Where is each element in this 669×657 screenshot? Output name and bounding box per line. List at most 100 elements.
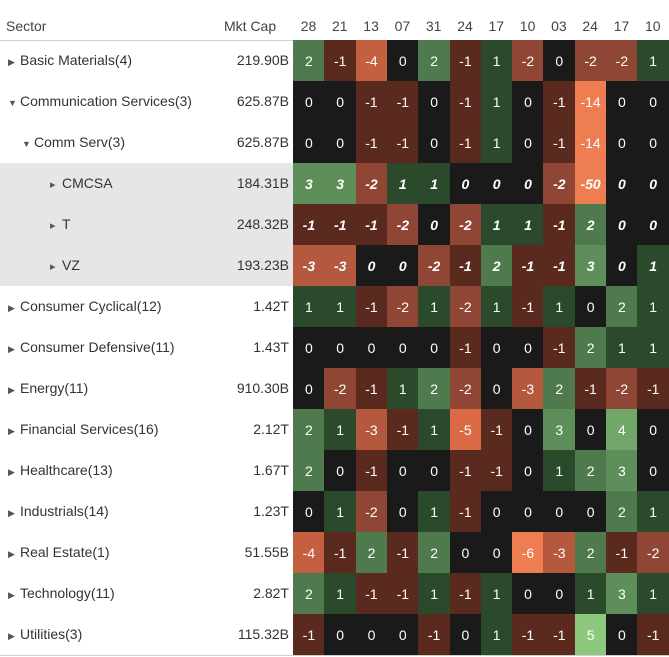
heatmap-cell[interactable]: 2 xyxy=(606,491,638,532)
heatmap-cell[interactable]: 1 xyxy=(418,409,450,450)
heatmap-cell[interactable]: -1 xyxy=(386,573,419,614)
heatmap-cell[interactable]: -2 xyxy=(449,368,482,409)
collapsed-caret-icon[interactable] xyxy=(8,631,20,642)
heatmap-cell[interactable]: 0 xyxy=(543,40,576,81)
heatmap-cell[interactable]: 0 xyxy=(512,122,544,163)
heatmap-cell[interactable]: -1 xyxy=(637,368,669,409)
heatmap-cell[interactable]: 0 xyxy=(480,327,513,368)
collapsed-caret-icon[interactable] xyxy=(50,178,62,191)
heatmap-cell[interactable]: 0 xyxy=(543,573,576,614)
heatmap-cell[interactable]: 1 xyxy=(418,573,450,614)
heatmap-cell[interactable]: 0 xyxy=(386,614,419,655)
heatmap-cell[interactable]: -1 xyxy=(574,368,607,409)
heatmap-cell[interactable]: -3 xyxy=(512,368,544,409)
heatmap-cell[interactable]: 0 xyxy=(449,614,482,655)
heatmap-cell[interactable]: -6 xyxy=(512,532,544,573)
expanded-caret-icon[interactable] xyxy=(8,98,20,109)
date-column-header[interactable]: 24 xyxy=(457,18,473,34)
sector-row[interactable]: Consumer Cyclical(12)1.42T11-1-21-21-110… xyxy=(0,286,669,327)
date-column-header[interactable]: 28 xyxy=(300,18,317,34)
heatmap-cell[interactable]: -1 xyxy=(637,614,669,655)
heatmap-cell[interactable]: 3 xyxy=(543,409,576,450)
heatmap-cell[interactable]: 0 xyxy=(512,409,544,450)
heatmap-cell[interactable]: 0 xyxy=(574,286,607,327)
heatmap-cell[interactable]: 3 xyxy=(324,163,357,204)
heatmap-cell[interactable]: -3 xyxy=(543,532,576,573)
heatmap-cell[interactable]: -1 xyxy=(386,532,419,573)
heatmap-cell[interactable]: 0 xyxy=(386,450,419,491)
heatmap-cell[interactable]: 0 xyxy=(418,327,450,368)
heatmap-cell[interactable]: -1 xyxy=(449,491,482,532)
heatmap-cell[interactable]: 0 xyxy=(293,122,325,163)
heatmap-cell[interactable]: -1 xyxy=(543,122,576,163)
heatmap-cell[interactable]: -3 xyxy=(355,409,388,450)
heatmap-cell[interactable]: -1 xyxy=(293,204,325,245)
heatmap-cell[interactable]: -3 xyxy=(293,245,325,286)
heatmap-cell[interactable]: 1 xyxy=(637,491,669,532)
heatmap-cell[interactable]: 0 xyxy=(355,327,388,368)
heatmap-cell[interactable]: 0 xyxy=(418,204,450,245)
date-column-header[interactable]: 24 xyxy=(582,18,598,34)
heatmap-cell[interactable]: 3 xyxy=(606,573,638,614)
heatmap-cell[interactable]: 0 xyxy=(512,573,544,614)
heatmap-cell[interactable]: -2 xyxy=(386,286,419,327)
heatmap-cell[interactable]: 0 xyxy=(512,81,544,122)
heatmap-cell[interactable]: -1 xyxy=(293,614,325,655)
heatmap-cell[interactable]: 2 xyxy=(418,368,450,409)
heatmap-cell[interactable]: 0 xyxy=(606,245,638,286)
heatmap-cell[interactable]: -2 xyxy=(449,286,482,327)
heatmap-cell[interactable]: -2 xyxy=(418,245,450,286)
heatmap-cell[interactable]: 0 xyxy=(574,491,607,532)
heatmap-cell[interactable]: 1 xyxy=(480,122,513,163)
collapsed-caret-icon[interactable] xyxy=(8,467,20,478)
heatmap-cell[interactable]: 0 xyxy=(449,532,482,573)
heatmap-cell[interactable]: 0 xyxy=(606,163,638,204)
collapsed-caret-icon[interactable] xyxy=(50,260,62,273)
market-cap-column-header[interactable]: Mkt Cap xyxy=(224,18,277,34)
heatmap-cell[interactable]: -1 xyxy=(449,327,482,368)
heatmap-cell[interactable]: -4 xyxy=(355,40,388,81)
heatmap-cell[interactable]: 2 xyxy=(293,450,325,491)
heatmap-cell[interactable]: -1 xyxy=(543,204,576,245)
heatmap-cell[interactable]: 0 xyxy=(637,204,669,245)
heatmap-cell[interactable]: -1 xyxy=(355,122,388,163)
heatmap-cell[interactable]: -2 xyxy=(606,40,638,81)
heatmap-cell[interactable]: 1 xyxy=(386,368,419,409)
heatmap-cell[interactable]: 1 xyxy=(574,573,607,614)
heatmap-cell[interactable]: 1 xyxy=(637,286,669,327)
heatmap-cell[interactable]: 1 xyxy=(480,81,513,122)
heatmap-cell[interactable]: 1 xyxy=(324,573,357,614)
heatmap-cell[interactable]: 1 xyxy=(606,327,638,368)
heatmap-cell[interactable]: 1 xyxy=(637,327,669,368)
heatmap-cell[interactable]: 1 xyxy=(480,286,513,327)
heatmap-cell[interactable]: -1 xyxy=(386,81,419,122)
heatmap-cell[interactable]: 1 xyxy=(418,286,450,327)
heatmap-cell[interactable]: 1 xyxy=(512,204,544,245)
heatmap-cell[interactable]: 0 xyxy=(324,122,357,163)
heatmap-cell[interactable]: -1 xyxy=(543,614,576,655)
heatmap-cell[interactable]: -1 xyxy=(386,409,419,450)
heatmap-cell[interactable]: 0 xyxy=(386,327,419,368)
heatmap-cell[interactable]: 0 xyxy=(355,614,388,655)
heatmap-cell[interactable]: -2 xyxy=(324,368,357,409)
heatmap-cell[interactable]: 0 xyxy=(324,327,357,368)
heatmap-cell[interactable]: 0 xyxy=(293,368,325,409)
heatmap-cell[interactable]: 2 xyxy=(418,40,450,81)
sector-row[interactable]: Financial Services(16)2.12T21-3-11-5-103… xyxy=(0,409,669,450)
heatmap-cell[interactable]: 1 xyxy=(480,614,513,655)
sector-column-header[interactable]: Sector xyxy=(6,18,47,34)
heatmap-cell[interactable]: -2 xyxy=(543,163,576,204)
date-column-header[interactable]: 07 xyxy=(394,18,411,34)
heatmap-cell[interactable]: 3 xyxy=(606,450,638,491)
collapsed-caret-icon[interactable] xyxy=(8,385,20,396)
heatmap-cell[interactable]: 2 xyxy=(480,245,513,286)
heatmap-cell[interactable]: 1 xyxy=(324,409,357,450)
heatmap-cell[interactable]: 0 xyxy=(637,122,669,163)
heatmap-cell[interactable]: 0 xyxy=(637,450,669,491)
heatmap-cell[interactable]: 1 xyxy=(418,491,450,532)
heatmap-cell[interactable]: 0 xyxy=(418,122,450,163)
